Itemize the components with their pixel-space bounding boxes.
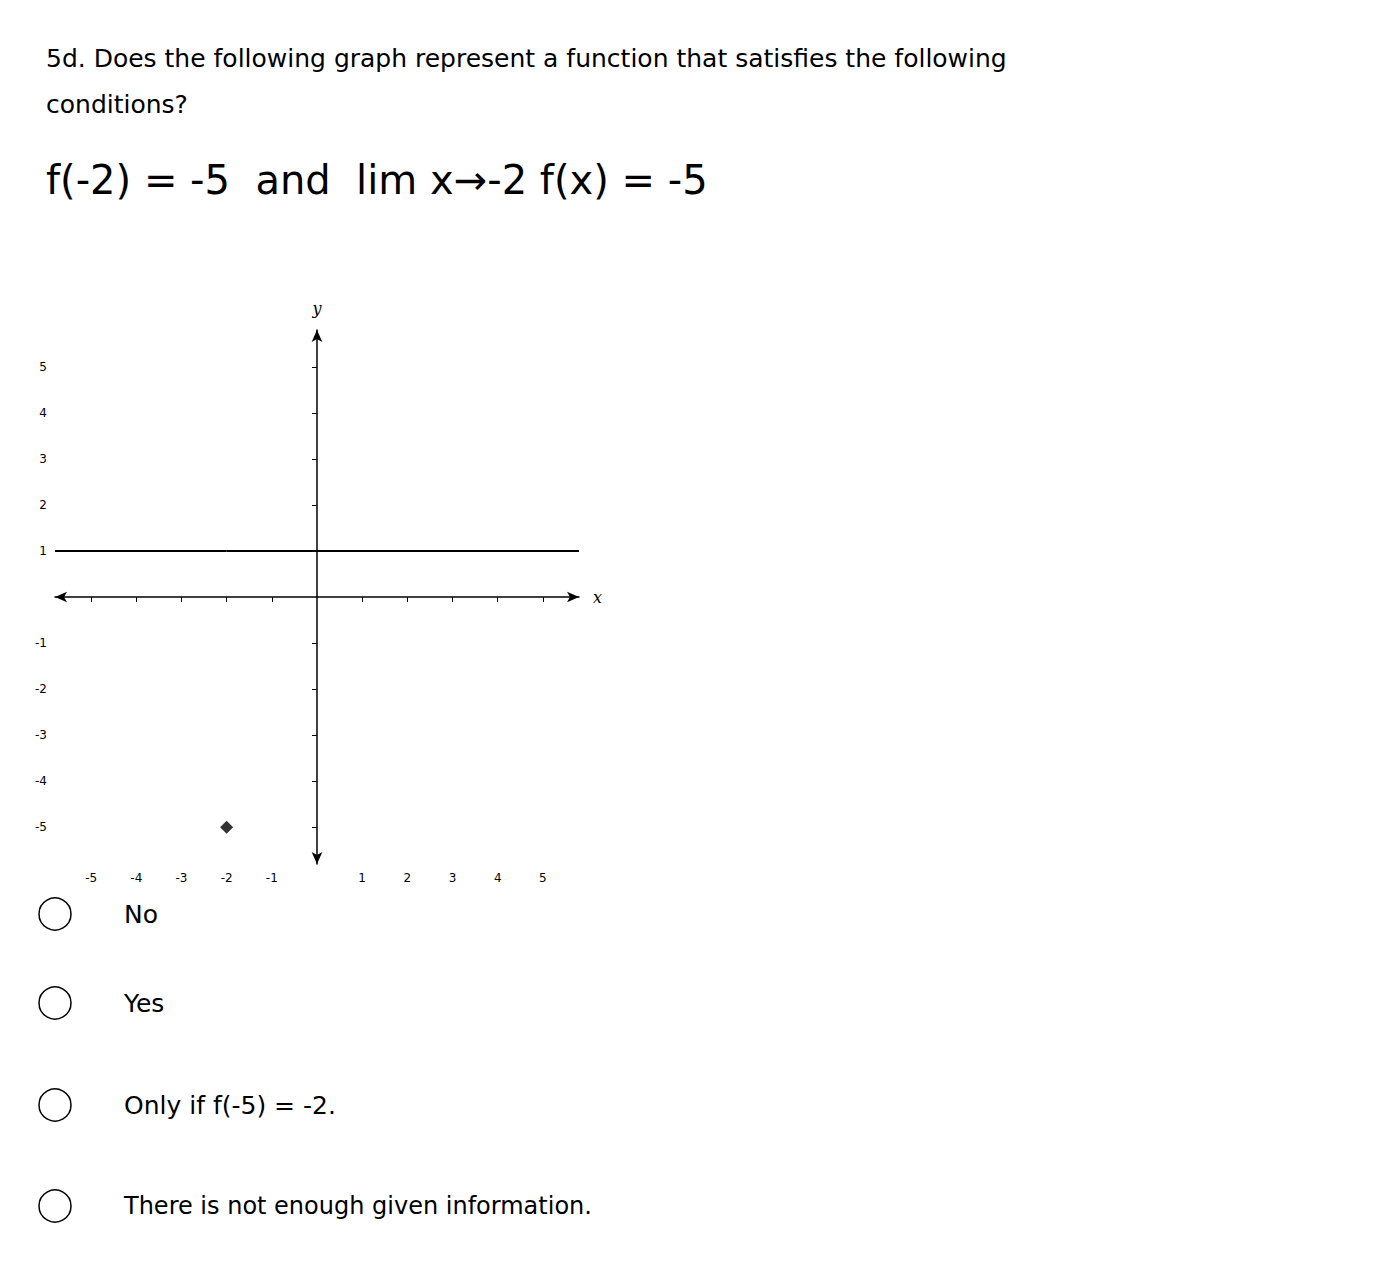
- svg-text:-1: -1: [35, 636, 47, 650]
- svg-text:conditions?: conditions?: [46, 90, 188, 119]
- svg-text:2: 2: [39, 498, 47, 512]
- svg-text:There is not enough given info: There is not enough given information.: [123, 1192, 592, 1220]
- svg-text:-4: -4: [130, 871, 142, 885]
- svg-text:-1: -1: [266, 871, 278, 885]
- svg-text:2: 2: [404, 871, 412, 885]
- svg-text:5: 5: [539, 871, 547, 885]
- svg-text:-2: -2: [221, 871, 233, 885]
- svg-text:-3: -3: [175, 871, 187, 885]
- svg-text:-5: -5: [35, 820, 47, 834]
- svg-text:f(-2) = -5 and lim x→-2 f(x): f(-2) = -5 and lim x→-2 f(x) = -5: [46, 157, 708, 203]
- svg-text:x: x: [593, 588, 602, 607]
- svg-text:Only if f(-5) = -2.: Only if f(-5) = -2.: [124, 1091, 336, 1120]
- svg-text:y: y: [311, 299, 322, 318]
- svg-text:1: 1: [358, 871, 366, 885]
- svg-text:1: 1: [39, 544, 47, 558]
- svg-text:3: 3: [39, 452, 47, 466]
- svg-text:-3: -3: [35, 728, 47, 742]
- svg-text:4: 4: [494, 871, 502, 885]
- svg-text:-2: -2: [35, 682, 47, 696]
- svg-text:5d. Does the following graph r: 5d. Does the following graph represent a…: [46, 44, 1007, 73]
- svg-text:-4: -4: [35, 774, 47, 788]
- svg-text:3: 3: [449, 871, 457, 885]
- svg-text:-5: -5: [85, 871, 97, 885]
- svg-text:Yes: Yes: [123, 989, 164, 1018]
- svg-text:5: 5: [39, 360, 47, 374]
- svg-text:No: No: [124, 900, 158, 929]
- svg-text:4: 4: [39, 406, 47, 420]
